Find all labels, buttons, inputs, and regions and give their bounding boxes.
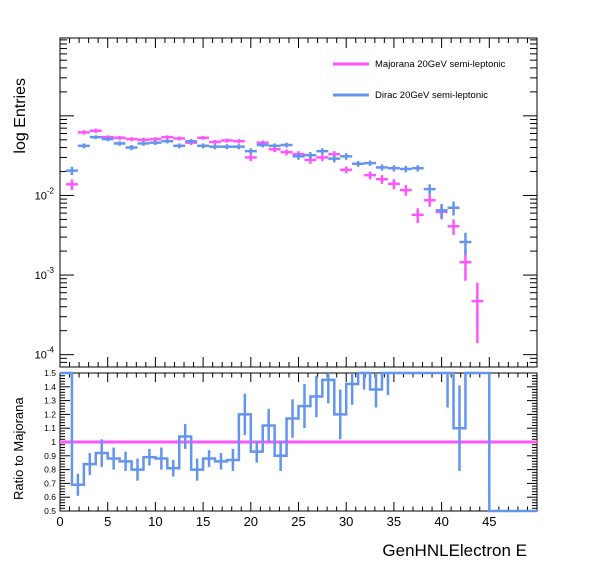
ratio-y-tick-label: 1.2 xyxy=(44,409,56,419)
x-axis-title: GenHNLElectron E xyxy=(382,541,527,560)
legend-label-dirac: Dirac 20GeV semi-leptonic xyxy=(375,90,488,101)
ratio-y-tick-label: 0.7 xyxy=(44,478,56,488)
ratio-y-tick-label: 0.8 xyxy=(44,465,56,475)
x-tick-label: 10 xyxy=(148,514,162,529)
x-tick-label: 25 xyxy=(291,514,305,529)
series-majorana xyxy=(65,128,484,344)
x-tick-label: 30 xyxy=(339,514,353,529)
ratio-y-tick-label: 1.1 xyxy=(44,423,56,433)
ratio-y-tick-label: 0.5 xyxy=(44,506,56,516)
legend: Majorana 20GeV semi-leptonic Dirac 20GeV… xyxy=(333,59,506,101)
series-dirac xyxy=(65,135,472,255)
ratio-step-line xyxy=(60,371,537,513)
y-tick-label: 10-2 xyxy=(35,186,55,202)
ratio-y-axis-title: Ratio to Majorana xyxy=(11,397,26,500)
ratio-y-tick-label: 1 xyxy=(51,437,56,447)
x-tick-label: 5 xyxy=(104,514,111,529)
x-tick-label: 20 xyxy=(244,514,258,529)
ratio-y-tick-label: 1.5 xyxy=(44,368,56,378)
main-plot-frame xyxy=(59,37,538,368)
ratio-y-tick-label: 0.9 xyxy=(44,451,56,461)
ratio-y-tick-label: 0.6 xyxy=(44,492,56,502)
ratio-plot-pad: 0 5 10 15 20 25 30 35 40 45 0.5 0.6 0.7 0.8 0.9 1 1.1 1.2… xyxy=(44,368,538,529)
y-tick-label: 10-4 xyxy=(35,346,55,362)
x-tick-label: 35 xyxy=(387,514,401,529)
ratio-y-tick-label: 1.3 xyxy=(44,396,56,406)
main-plot-pad: 10-4 10-3 10-2 xyxy=(35,37,538,368)
y-axis-title: log Entries xyxy=(12,78,29,154)
x-tick-label: 0 xyxy=(56,514,63,529)
ratio-y-tick-label: 1.4 xyxy=(44,382,56,392)
x-tick-label: 45 xyxy=(482,514,496,529)
x-tick-label: 15 xyxy=(196,514,210,529)
legend-label-majorana: Majorana 20GeV semi-leptonic xyxy=(375,59,506,70)
x-tick-label: 40 xyxy=(434,514,448,529)
y-tick-label: 10-3 xyxy=(35,266,55,282)
